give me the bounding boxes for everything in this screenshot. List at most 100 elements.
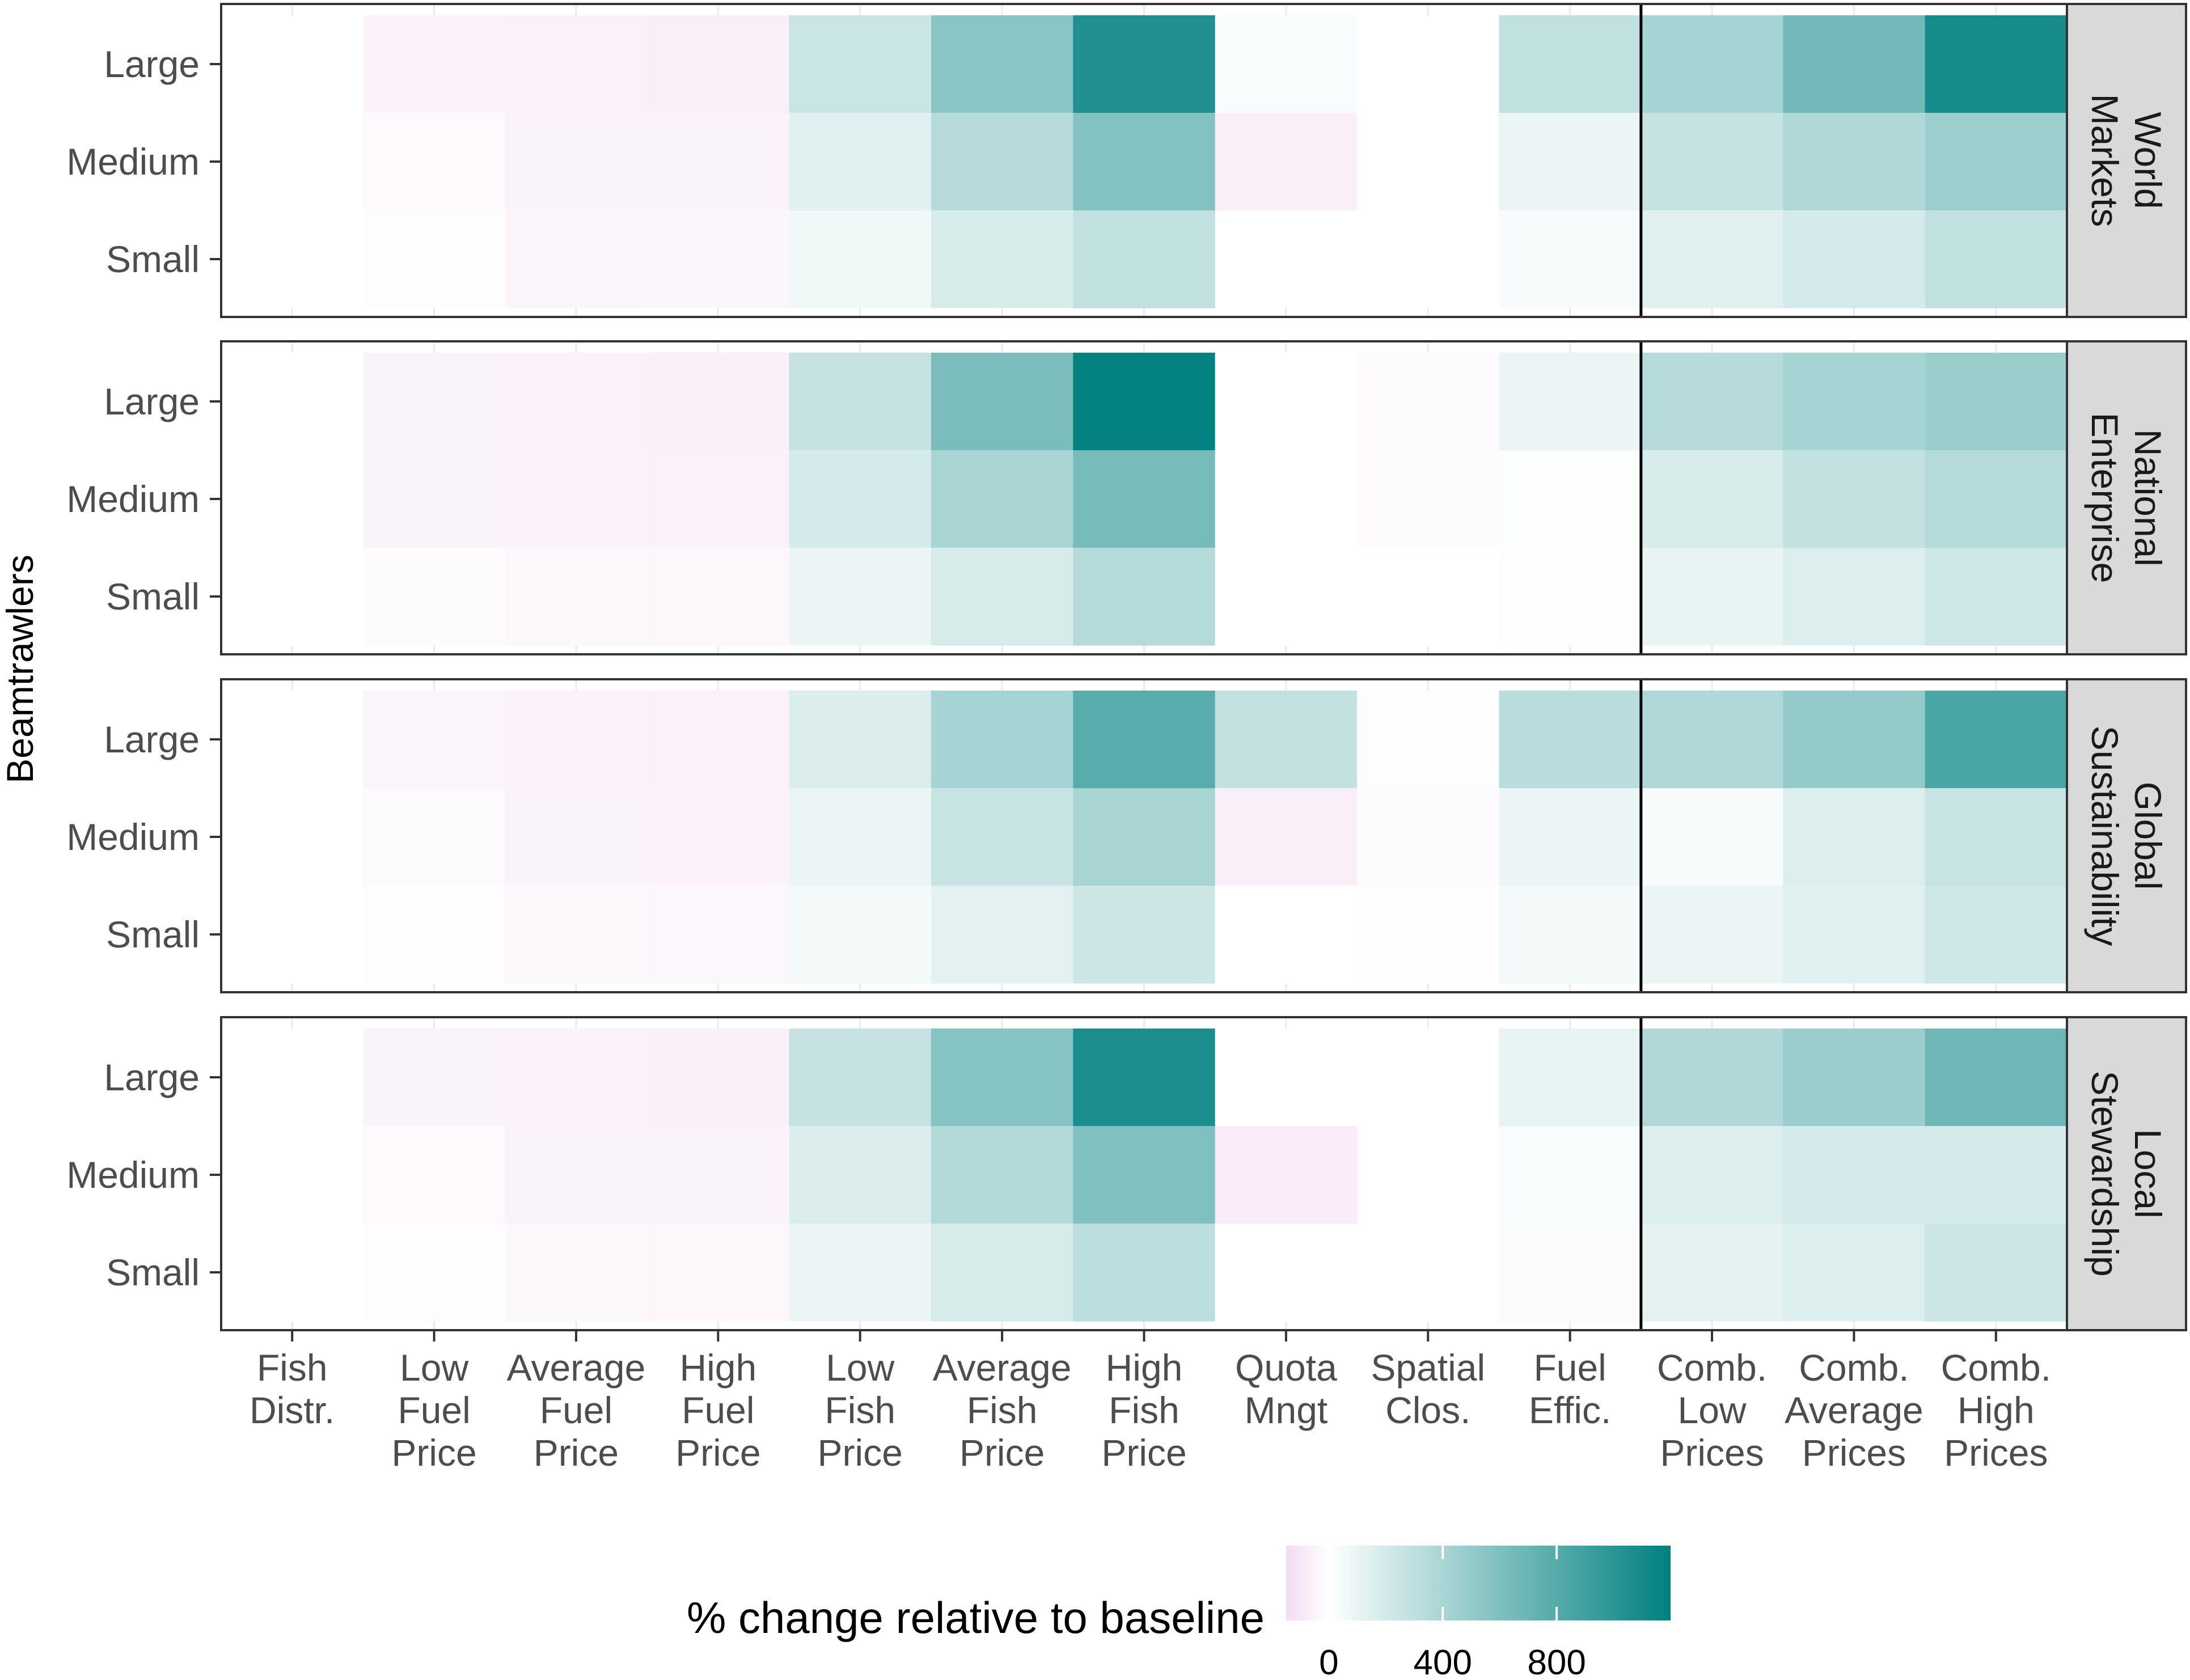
heatmap-cell [1641,15,1783,113]
heatmap-cell [505,691,648,789]
x-tick-label: Low Fuel Price [391,1347,476,1474]
facet-strip: NationalEnterprise [2066,340,2187,655]
heatmap-cell [789,450,932,548]
heatmap-cell [789,353,932,451]
heatmap-cell [1215,15,1358,113]
heatmap-cell [1641,450,1783,548]
heatmap-cell [1357,113,1500,211]
heatmap-cell [1499,210,1642,308]
heatmap-cell [1357,788,1500,886]
y-tick-label: Large [104,43,200,85]
heatmap-cell [647,210,790,308]
heatmap-cell [931,15,1073,113]
x-tick-label-line: Average [933,1347,1072,1389]
legend-tick-label: 0 [1319,1643,1338,1680]
heatmap-cell [363,691,506,789]
heatmap-cell [1641,210,1783,308]
heatmap-cell [1641,691,1783,789]
heatmap-cell [1641,1126,1783,1224]
heatmap-cell [789,886,932,984]
x-tick-label: High Fish Price [1101,1347,1186,1474]
y-tick-label: Small [106,238,200,280]
heatmap-cell [789,1029,932,1127]
heatmap-cell [931,1029,1073,1127]
heatmap-cell [1073,1126,1216,1224]
x-tick-label-line: High [1958,1389,2035,1431]
heatmap-cell [1357,1029,1500,1127]
heatmap-cell [1073,450,1216,548]
heatmap-cell [1357,1126,1500,1224]
heatmap-cell [1499,113,1642,211]
x-tick-label-line: Distr. [250,1389,335,1431]
x-tick-label: Comb. Low Prices [1657,1347,1767,1474]
x-tick-label: Spatial Clos. [1371,1347,1485,1431]
y-axis-title: Beamtrawlers [0,555,41,783]
heatmap-cell [1925,788,2068,886]
x-tick-label: Fish Distr. [250,1347,335,1431]
heatmap-cell [1783,548,1926,646]
heatmap-cell [931,548,1073,646]
x-tick-label: Comb. Average Prices [1785,1347,1923,1474]
facet-label-line: Enterprise [2084,413,2126,583]
heatmap-cell [931,210,1073,308]
y-tick-label: Large [104,380,200,422]
heatmap-cell [931,1126,1073,1224]
heatmap-cell [1215,788,1358,886]
facet-strip-background [2066,678,2187,993]
heatmap-cell [1357,353,1500,451]
x-tick-label-line: Comb. [1941,1347,2051,1389]
heatmap-cell [1499,1224,1642,1322]
x-tick-label-line: Low [400,1347,468,1389]
heatmap-cell [1925,886,2068,984]
heatmap-cell [1499,450,1642,548]
facet-label-line: World [2127,112,2169,209]
x-tick-label: High Fuel Price [675,1347,760,1474]
heatmap-cell [1641,1029,1783,1127]
x-tick-label-line: Average [1785,1389,1923,1431]
facet-label: GlobalSustainability [2084,726,2169,946]
heatmap-cell [1925,15,2068,113]
facet-label: LocalStewardship [2084,1070,2169,1276]
heatmap-cell [931,1224,1073,1322]
heatmap-cell [1357,691,1500,789]
heatmap-cell [789,691,932,789]
heatmap-cell [1499,15,1642,113]
heatmap-cell [221,788,363,886]
x-tick-label-line: Price [675,1432,760,1474]
heatmap-cell [505,450,648,548]
x-tick-label-line: Fuel [1533,1347,1606,1389]
x-tick-label: Average Fuel Price [507,1347,646,1474]
x-tick-label-line: High [1106,1347,1183,1389]
heatmap-cell [1783,1126,1926,1224]
heatmap-cell [221,886,363,984]
x-tick-label-line: Fuel [682,1389,754,1431]
heatmap-cell [789,788,932,886]
x-tick-label-line: Fish [967,1389,1038,1431]
heatmap-cell [1215,1029,1358,1127]
heatmap-cell [1215,1224,1358,1322]
heatmap-cell [221,113,363,211]
facet-strip: GlobalSustainability [2066,678,2187,993]
heatmap-cell [505,1126,648,1224]
facet-strip: WorldMarkets [2066,3,2187,318]
facet-label: WorldMarkets [2084,94,2169,227]
heatmap-cell [647,15,790,113]
heatmap-cell [1357,450,1500,548]
heatmap-cell [1641,353,1783,451]
heatmap-cell [1499,788,1642,886]
heatmap-cell [1073,1029,1216,1127]
heatmap-cell [1357,15,1500,113]
heatmap-cell [1215,450,1358,548]
heatmap-cell [1073,548,1216,646]
heatmap-cell [363,886,506,984]
heatmap-cell [505,788,648,886]
x-tick-label-line: Comb. [1657,1347,1767,1389]
heatmap-cell [221,1029,363,1127]
x-tick-label-line: Prices [1660,1432,1764,1474]
x-tick-label-line: Prices [1944,1432,2048,1474]
facet-label-line: Global [2127,782,2169,890]
x-tick-label-line: Price [391,1432,476,1474]
heatmap-cell [1499,691,1642,789]
heatmap-cell [1925,1224,2068,1322]
